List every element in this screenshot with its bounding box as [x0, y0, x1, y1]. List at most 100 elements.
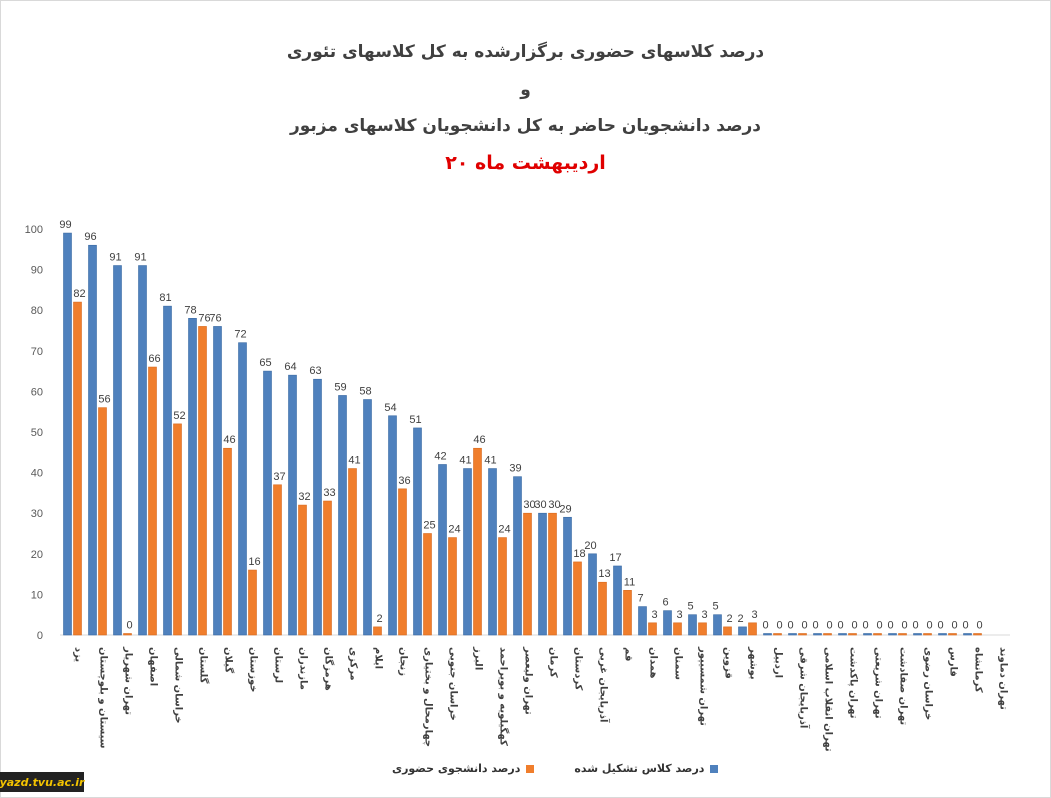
bar-classes — [488, 468, 497, 636]
data-label-classes: 81 — [159, 292, 171, 304]
data-label-classes: 0 — [887, 620, 893, 632]
bar-classes — [938, 633, 947, 636]
data-label-classes: 0 — [762, 620, 768, 632]
data-label-classes: 91 — [109, 252, 121, 264]
bar-classes — [613, 565, 622, 636]
data-label-students: 41 — [348, 455, 360, 467]
bar-classes — [263, 370, 272, 636]
data-label-students: 0 — [976, 620, 982, 632]
y-tick-label: 80 — [31, 305, 43, 317]
category-label: کرمانشاه — [973, 647, 984, 693]
category-label: اردبیل — [773, 647, 784, 678]
category-label: تهران شهریار — [123, 646, 134, 715]
data-label-students: 2 — [726, 613, 732, 625]
category-label: کرمان — [548, 647, 559, 678]
category-label: تهران پاکدشت — [848, 647, 859, 719]
category-label: تهران ولیعصر — [523, 646, 534, 715]
bar-students — [873, 633, 882, 636]
data-label-students: 0 — [126, 620, 132, 632]
data-label-students: 13 — [598, 568, 610, 580]
data-label-students: 0 — [901, 620, 907, 632]
data-label-classes: 65 — [259, 357, 271, 369]
bar-classes — [563, 516, 572, 636]
legend-swatch-classes — [710, 764, 719, 773]
category-label: تهران شمسیپور — [698, 646, 709, 726]
chart-title-line2: درصد دانشجویان حاضر به کل دانشجویان کلاس… — [289, 116, 762, 136]
y-tick-label: 0 — [37, 630, 43, 642]
bar-students — [623, 590, 632, 636]
bar-students — [648, 622, 657, 636]
data-label-students: 0 — [826, 620, 832, 632]
category-label: همدان — [648, 647, 659, 678]
data-label-students: 25 — [423, 520, 435, 532]
bar-students — [723, 626, 732, 636]
data-label-students: 0 — [801, 620, 807, 632]
bar-classes — [738, 626, 747, 636]
data-label-classes: 5 — [712, 601, 718, 613]
bar-students — [73, 301, 82, 636]
bar-classes — [963, 633, 972, 636]
data-label-classes: 42 — [434, 450, 446, 462]
bar-classes — [288, 374, 297, 636]
bar-classes — [213, 326, 222, 636]
data-label-students: 33 — [323, 487, 335, 499]
bar-classes — [863, 633, 872, 636]
data-label-classes: 0 — [812, 620, 818, 632]
data-label-classes: 0 — [962, 620, 968, 632]
data-label-students: 66 — [148, 353, 160, 365]
bar-students — [548, 512, 557, 636]
data-label-classes: 59 — [334, 381, 346, 393]
bar-classes — [463, 468, 472, 636]
data-label-students: 30 — [523, 499, 535, 511]
bar-students — [123, 633, 132, 636]
data-label-classes: 41 — [484, 455, 496, 467]
bar-classes — [238, 342, 247, 636]
bar-classes — [913, 633, 922, 636]
legend-swatch-students — [526, 764, 535, 773]
data-label-classes: 91 — [134, 252, 146, 264]
bar-classes — [63, 232, 72, 636]
data-label-students: 32 — [298, 491, 310, 503]
data-label-students: 3 — [676, 609, 682, 621]
data-label-students: 56 — [98, 394, 110, 406]
bar-students — [673, 622, 682, 636]
category-label: سیستان و بلوچستان — [98, 647, 109, 749]
data-label-classes: 99 — [59, 219, 71, 231]
category-label: لرستان — [273, 647, 284, 683]
bar-students — [773, 633, 782, 636]
data-label-classes: 78 — [184, 304, 196, 316]
category-label: چهارمحال و بختیاری — [423, 647, 434, 747]
bar-classes — [713, 614, 722, 636]
bar-students — [98, 407, 107, 636]
data-label-classes: 0 — [837, 620, 843, 632]
category-label: ایلام — [373, 647, 384, 669]
chart-title: درصد کلاسهای حضوری برگزارشده به کل کلاسه… — [286, 42, 765, 62]
bar-classes — [363, 399, 372, 636]
data-label-students: 24 — [448, 524, 460, 536]
data-label-students: 30 — [548, 499, 560, 511]
category-label: تهران شریعتی — [873, 647, 884, 719]
watermark-text: yazd.tvu.ac.ir — [0, 775, 85, 789]
data-label-students: 0 — [876, 620, 882, 632]
data-label-classes: 63 — [309, 365, 321, 377]
bar-classes — [163, 305, 172, 636]
data-label-students: 0 — [951, 620, 957, 632]
bar-students — [748, 622, 757, 636]
y-tick-label: 50 — [31, 427, 43, 439]
y-tick-label: 90 — [31, 265, 43, 277]
bar-classes — [413, 427, 422, 636]
bar-students — [523, 512, 532, 636]
bar-students — [698, 622, 707, 636]
y-tick-label: 40 — [31, 468, 43, 480]
data-label-students: 24 — [498, 524, 510, 536]
category-label: گلستان — [198, 647, 211, 684]
bar-students — [848, 633, 857, 636]
bar-students — [398, 488, 407, 636]
y-tick-label: 10 — [31, 589, 43, 601]
bar-students — [823, 633, 832, 636]
category-label: کهگیلویه و بویراحمد — [498, 647, 511, 746]
data-label-students: 2 — [376, 613, 382, 625]
bar-classes — [838, 633, 847, 636]
data-label-students: 46 — [223, 434, 235, 446]
bar-classes — [388, 415, 397, 636]
